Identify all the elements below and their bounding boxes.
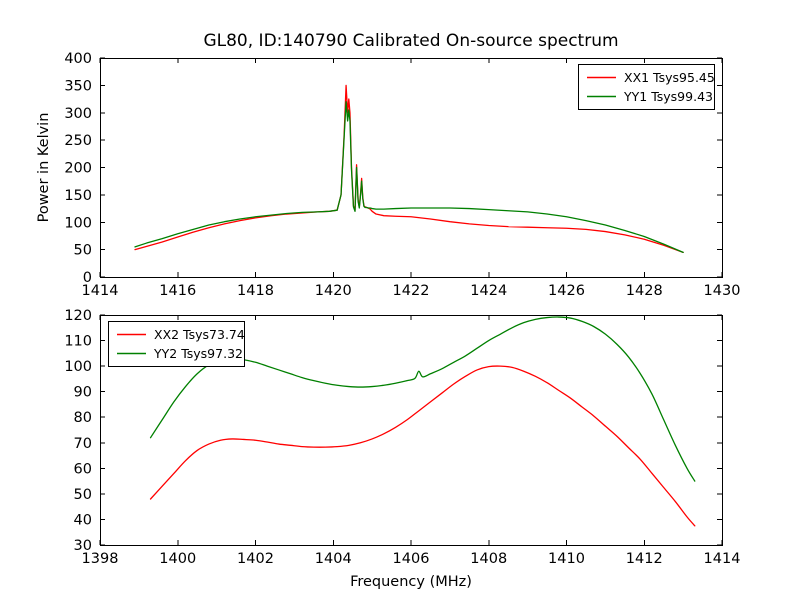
legend-top: XX1 Tsys95.45 YY1 Tsys99.43: [578, 64, 715, 110]
legend-box-top: [578, 64, 715, 110]
legend-box-bottom: [108, 321, 245, 367]
xtick-label-top-3: 1420: [315, 283, 352, 299]
ytick-label-bottom-9: 120: [64, 308, 92, 324]
xtick-label-bottom-6: 1410: [548, 551, 585, 567]
ytick-label-top-5: 250: [64, 133, 92, 149]
xtick-label-bottom-1: 1400: [159, 551, 196, 567]
ytick-label-top-3: 150: [64, 188, 92, 204]
xtick-label-top-8: 1430: [704, 283, 741, 299]
legend-label-top-0: XX1 Tsys95.45: [624, 70, 715, 85]
legend-label-bottom-0: XX2 Tsys73.74: [154, 327, 245, 342]
plot-panel-bottom: 1398 1400 1402 1404 1406 1408 1410 1412 1414 30 40…: [64, 308, 740, 590]
ytick-label-bottom-6: 90: [74, 385, 92, 401]
ytick-label-bottom-8: 110: [64, 334, 92, 350]
ytick-label-top-8: 400: [64, 51, 92, 67]
xtick-label-bottom-0: 1398: [82, 551, 119, 567]
ytick-label-top-1: 50: [74, 243, 92, 259]
ytick-label-top-6: 300: [64, 106, 92, 122]
yaxis-label-top: Power in Kelvin: [36, 113, 52, 223]
trace-top-0: [134, 84, 684, 254]
legend-bottom: XX2 Tsys73.74 YY2 Tsys97.32: [108, 321, 245, 367]
ytick-label-bottom-3: 60: [74, 461, 92, 477]
trace-bottom-0: [149, 365, 696, 527]
xtick-label-top-2: 1418: [237, 283, 274, 299]
xtick-label-top-0: 1414: [82, 283, 119, 299]
ytick-label-bottom-7: 100: [64, 359, 92, 375]
ytick-label-bottom-4: 70: [74, 436, 92, 452]
xtick-label-top-6: 1426: [548, 283, 585, 299]
plot-title-top: GL80, ID:140790 Calibrated On-source spe…: [203, 31, 618, 51]
plot-panel-top: 1414 1416 1418 1420 1422 1424 1426 1428 1430 0 50 1…: [36, 31, 740, 299]
xtick-label-bottom-8: 1414: [704, 551, 741, 567]
ytick-label-bottom-5: 80: [74, 410, 92, 426]
xtick-label-bottom-7: 1412: [626, 551, 663, 567]
ytick-label-top-0: 0: [83, 270, 92, 286]
xtick-label-top-1: 1416: [159, 283, 196, 299]
traces-top: [134, 84, 684, 254]
xtick-label-bottom-3: 1404: [315, 551, 352, 567]
legend-label-top-1: YY1 Tsys99.43: [623, 89, 713, 104]
legend-label-bottom-1: YY2 Tsys97.32: [153, 346, 243, 361]
ytick-label-top-2: 100: [64, 215, 92, 231]
xaxis-label-bottom: Frequency (MHz): [350, 574, 472, 590]
xtick-label-bottom-4: 1406: [393, 551, 430, 567]
xtick-label-top-5: 1424: [470, 283, 507, 299]
xtick-label-bottom-2: 1402: [237, 551, 274, 567]
ytick-label-top-4: 200: [64, 161, 92, 177]
xtick-label-top-7: 1428: [626, 283, 663, 299]
ytick-label-top-7: 350: [64, 78, 92, 94]
ytick-label-bottom-0: 30: [74, 538, 92, 554]
ytick-label-bottom-2: 50: [74, 487, 92, 503]
trace-top-1: [134, 101, 684, 254]
xtick-label-top-4: 1422: [393, 283, 430, 299]
ytick-label-bottom-1: 40: [74, 512, 92, 528]
xtick-label-bottom-5: 1408: [470, 551, 507, 567]
